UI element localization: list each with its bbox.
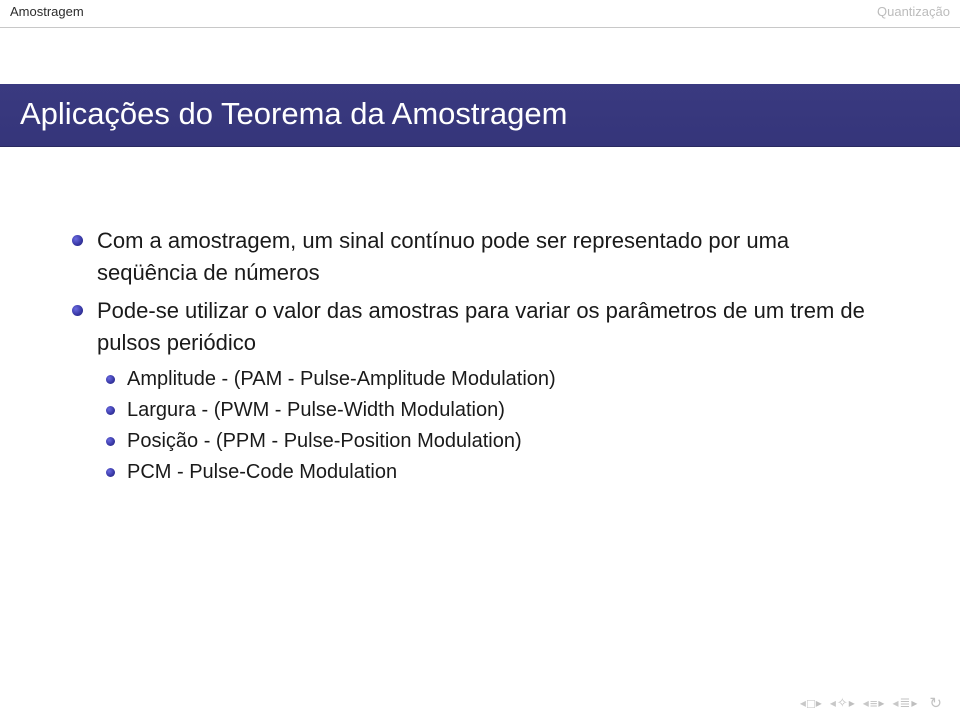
bullet-icon (72, 305, 83, 316)
list-item: Largura - (PWM - Pulse-Width Modulation) (106, 396, 888, 425)
nav-icon: ✧ (837, 695, 848, 711)
bullet-icon (106, 375, 115, 384)
slide-content: Com a amostragem, um sinal contínuo pode… (0, 147, 960, 487)
bullet-icon (106, 406, 115, 415)
nav-icon: □ (807, 696, 815, 711)
nav-icon: ≣ (899, 695, 910, 711)
bullet-icon (106, 437, 115, 446)
slide-header: Amostragem Quantização (0, 0, 960, 28)
nav-prev-section[interactable]: ◂ ✧ ▸ (830, 695, 855, 711)
navigation-bar: ◂ □ ▸ ◂ ✧ ▸ ◂ ≡ ▸ ◂ ≣ ▸ ↻ (800, 694, 942, 712)
list-item: Amplitude - (PAM - Pulse-Amplitude Modul… (106, 365, 888, 394)
refresh-icon[interactable]: ↻ (929, 694, 942, 712)
triangle-left-icon: ◂ (863, 696, 869, 710)
header-topic-right: Quantização (877, 4, 950, 19)
list-item: Pode-se utilizar o valor das amostras pa… (72, 295, 888, 359)
bullet-text: PCM - Pulse-Code Modulation (127, 458, 397, 487)
bullet-text: Largura - (PWM - Pulse-Width Modulation) (127, 396, 505, 425)
nav-icon: ≡ (870, 696, 878, 711)
nav-prev-subsection[interactable]: ◂ ≡ ▸ (863, 696, 885, 711)
nav-prev-slide[interactable]: ◂ □ ▸ (800, 696, 822, 711)
triangle-right-icon: ▸ (911, 696, 917, 710)
bullet-text: Pode-se utilizar o valor das amostras pa… (97, 295, 888, 359)
bullet-text: Amplitude - (PAM - Pulse-Amplitude Modul… (127, 365, 556, 394)
bullet-text: Posição - (PPM - Pulse-Position Modulati… (127, 427, 522, 456)
triangle-left-icon: ◂ (830, 696, 836, 710)
triangle-right-icon: ▸ (878, 696, 884, 710)
bullet-icon (106, 468, 115, 477)
triangle-right-icon: ▸ (816, 696, 822, 710)
bullet-icon (72, 235, 83, 246)
list-item: Com a amostragem, um sinal contínuo pode… (72, 225, 888, 289)
slide-title: Aplicações do Teorema da Amostragem (0, 84, 960, 147)
nav-next[interactable]: ◂ ≣ ▸ (892, 695, 917, 711)
header-topic-left: Amostragem (10, 4, 84, 19)
sub-list: Amplitude - (PAM - Pulse-Amplitude Modul… (72, 365, 888, 487)
triangle-left-icon: ◂ (892, 696, 898, 710)
list-item: Posição - (PPM - Pulse-Position Modulati… (106, 427, 888, 456)
list-item: PCM - Pulse-Code Modulation (106, 458, 888, 487)
triangle-left-icon: ◂ (800, 696, 806, 710)
triangle-right-icon: ▸ (849, 696, 855, 710)
bullet-text: Com a amostragem, um sinal contínuo pode… (97, 225, 888, 289)
